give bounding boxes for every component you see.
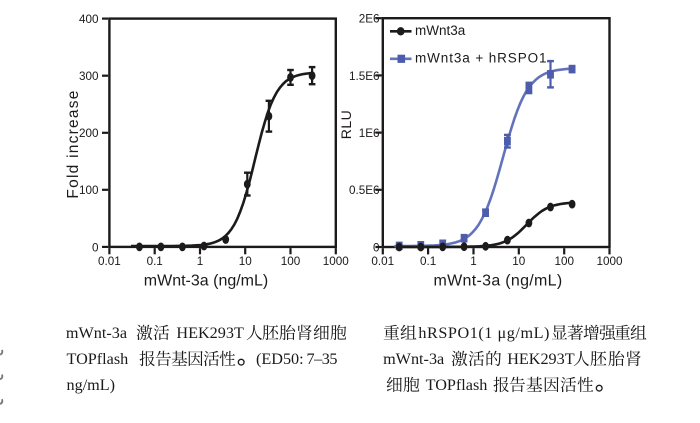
svg-text:0: 0 <box>373 241 380 254</box>
svg-text:1E6: 1E6 <box>359 127 380 140</box>
svg-text:0.1: 0.1 <box>420 255 436 268</box>
svg-text:100: 100 <box>79 184 99 197</box>
svg-text:1.5E6: 1.5E6 <box>349 70 380 83</box>
svg-text:mWnt-3a (ng/mL): mWnt-3a (ng/mL) <box>144 273 268 290</box>
svg-text:0.01: 0.01 <box>98 255 121 268</box>
svg-text:mWnt3a: mWnt3a <box>415 23 466 38</box>
svg-text:RLU: RLU <box>338 110 354 140</box>
svg-text:10: 10 <box>239 255 253 268</box>
svg-text:Fold increase: Fold increase <box>65 89 82 198</box>
svg-text:100: 100 <box>554 255 574 268</box>
svg-text:100: 100 <box>281 255 301 268</box>
svg-text:1: 1 <box>470 255 477 268</box>
svg-text:mWnt-3a (ng/mL): mWnt-3a (ng/mL) <box>434 273 563 290</box>
svg-text:0.5E6: 0.5E6 <box>349 184 380 197</box>
svg-text:1000: 1000 <box>323 255 350 268</box>
svg-text:1000: 1000 <box>596 255 623 268</box>
svg-text:0.01: 0.01 <box>371 255 394 268</box>
svg-text:mWnt3a + hRSPO1: mWnt3a + hRSPO1 <box>415 51 547 66</box>
svg-text:400: 400 <box>79 13 99 26</box>
svg-text:300: 300 <box>79 70 99 83</box>
svg-text:200: 200 <box>79 127 99 140</box>
svg-text:10: 10 <box>512 255 526 268</box>
svg-text:0.1: 0.1 <box>147 255 163 268</box>
svg-text:2E6: 2E6 <box>359 13 380 26</box>
svg-text:0: 0 <box>92 241 99 254</box>
svg-text:1: 1 <box>197 255 204 268</box>
